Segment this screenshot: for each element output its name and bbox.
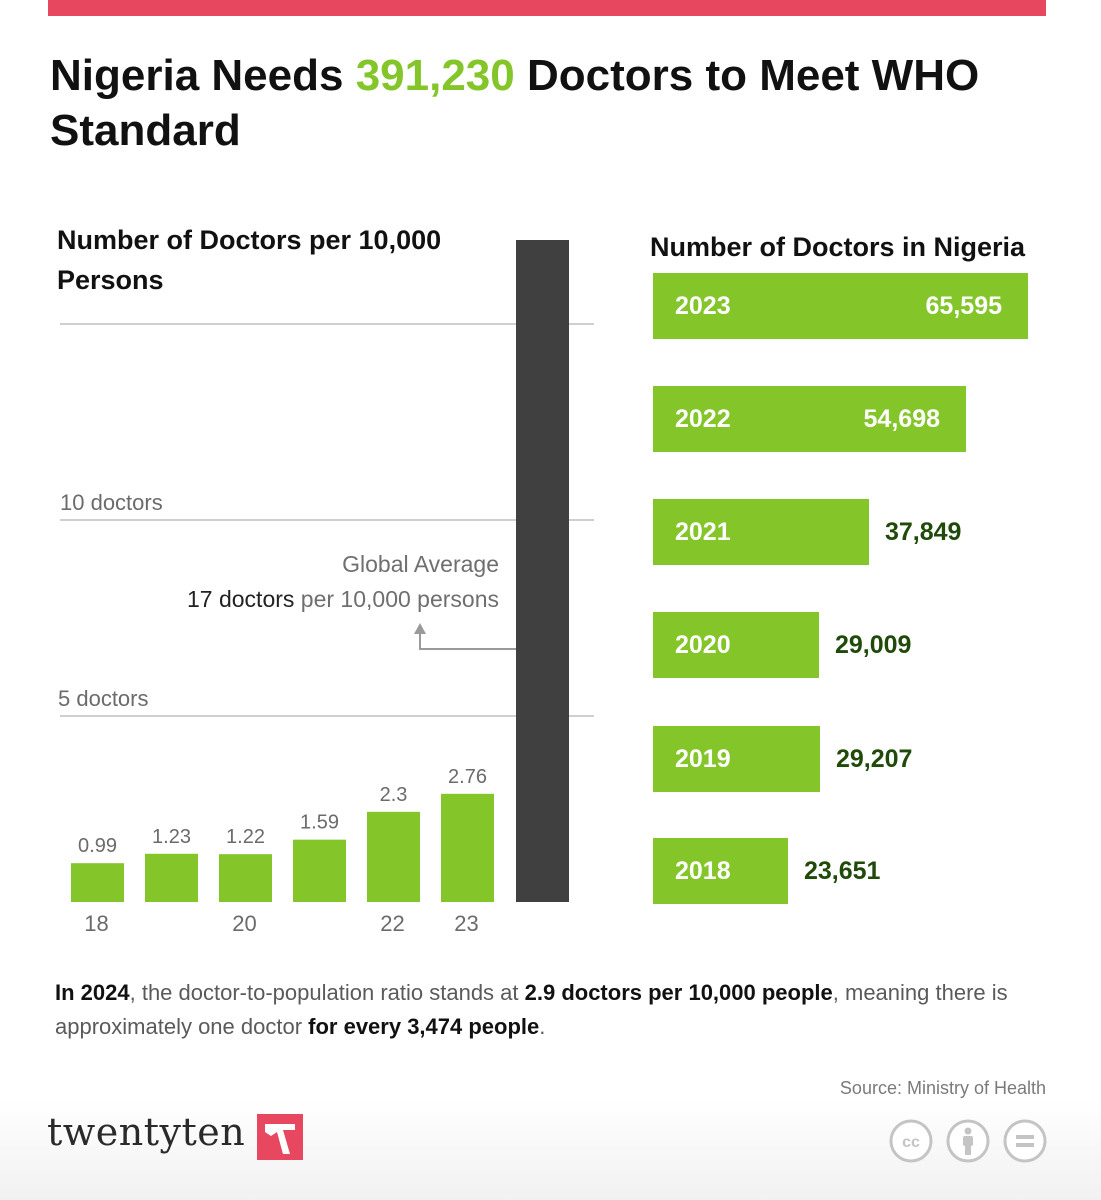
nd-icon <box>1003 1119 1047 1163</box>
bar-23 <box>441 793 494 902</box>
global-average-strong: 17 doctors <box>187 586 295 612</box>
x-tick-label: 18 <box>84 911 108 936</box>
gridline-label-10: 10 doctors <box>60 490 163 515</box>
bar-value-label: 1.22 <box>226 826 265 848</box>
hbar-value-label: 54,698 <box>863 405 940 433</box>
svg-text:cc: cc <box>902 1134 920 1151</box>
hbar-year-label: 2021 <box>675 518 731 546</box>
bar-19 <box>145 853 198 902</box>
bar-value-label: 1.23 <box>152 826 191 848</box>
top-accent-bar <box>48 0 1046 16</box>
bar-21 <box>293 839 346 902</box>
global-average-connector <box>419 630 516 650</box>
arrow-up-icon <box>414 623 426 634</box>
note-text-3: . <box>539 1014 546 1039</box>
brand-wordmark: twentyten <box>47 1110 246 1154</box>
title-text-before: Nigeria Needs <box>50 51 356 100</box>
hbar-2021: 2021 37,849 <box>653 499 961 565</box>
cc-icon: cc <box>889 1119 933 1163</box>
note-year: In 2024 <box>55 980 130 1005</box>
hbar-2020: 2020 29,009 <box>653 612 911 678</box>
global-average-label: Global Average <box>342 551 499 577</box>
bar-22 <box>367 811 420 902</box>
hbar-year-label: 2023 <box>675 292 731 320</box>
bar-value-label: 2.76 <box>448 766 487 788</box>
bar-20 <box>219 854 272 902</box>
hbar-value-label: 29,009 <box>835 631 912 659</box>
bar-18 <box>71 863 124 902</box>
hbar-2023: 2023 65,595 <box>653 273 1028 339</box>
x-tick-label: 22 <box>380 911 404 936</box>
gridline-5 <box>60 715 594 717</box>
global-average-bar <box>516 240 569 902</box>
gridline-10 <box>60 519 594 521</box>
right-chart-title: Number of Doctors in Nigeria <box>650 232 1026 262</box>
note-text-1: , the doctor-to-population ratio stands … <box>129 980 525 1005</box>
hbar-year-label: 2022 <box>675 405 731 433</box>
x-tick-label: 23 <box>454 911 478 936</box>
hbar-value-label: 37,849 <box>885 518 962 546</box>
global-average-unit: per 10,000 persons <box>294 586 499 612</box>
page-title: Nigeria Needs 391,230 Doctors to Meet WH… <box>50 48 1050 158</box>
bar-value-label: 0.99 <box>78 835 117 857</box>
hbar-year-label: 2018 <box>675 857 731 885</box>
by-icon <box>946 1119 990 1163</box>
summary-note: In 2024, the doctor-to-population ratio … <box>55 976 1045 1044</box>
x-tick-label: 20 <box>232 911 256 936</box>
left-chart-title: Number of Doctors per 10,000 Persons <box>57 225 442 295</box>
hbar-year-label: 2019 <box>675 745 731 773</box>
hbar-2018: 2018 23,651 <box>653 838 880 904</box>
bar-value-label: 1.59 <box>300 812 339 834</box>
gridline-15 <box>60 323 594 325</box>
bar-value-label: 2.3 <box>380 784 408 806</box>
hbar-2019: 2019 29,207 <box>653 726 912 792</box>
title-text-after: Doctors to Meet WHO Standard <box>50 51 980 155</box>
global-average-value: 17 doctors per 10,000 persons <box>187 586 499 613</box>
hbar-value-label: 29,207 <box>836 745 913 773</box>
hbar-year-label: 2020 <box>675 631 731 659</box>
source-credit: Source: Ministry of Health <box>839 1078 1046 1098</box>
hbar-2022: 2022 54,698 <box>653 386 966 452</box>
gridline-label-5: 5 doctors <box>58 686 149 711</box>
hbar-value-label: 23,651 <box>804 857 881 885</box>
note-people-per-doctor: for every 3,474 people <box>308 1014 540 1039</box>
license-icons: cc <box>888 1118 1053 1166</box>
twentyten-logo-icon <box>257 1114 303 1160</box>
note-ratio: 2.9 doctors per 10,000 people <box>524 980 833 1005</box>
note-text-2: , meaning there is approximately one doc… <box>55 980 1008 1039</box>
hbar-value-label: 65,595 <box>925 292 1002 320</box>
title-highlight-number: 391,230 <box>355 51 515 100</box>
